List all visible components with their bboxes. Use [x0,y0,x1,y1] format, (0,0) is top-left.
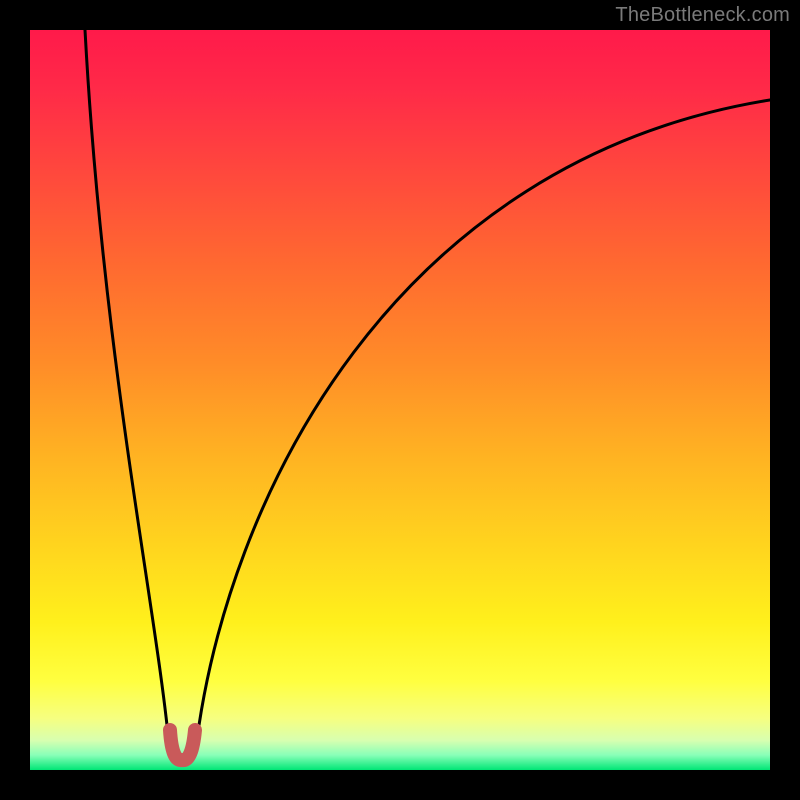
bottleneck-chart-svg [30,30,770,770]
gradient-background [30,30,770,770]
watermark-text: TheBottleneck.com [615,4,790,27]
chart-container: TheBottleneck.com [0,0,800,800]
plot-area [30,30,770,770]
